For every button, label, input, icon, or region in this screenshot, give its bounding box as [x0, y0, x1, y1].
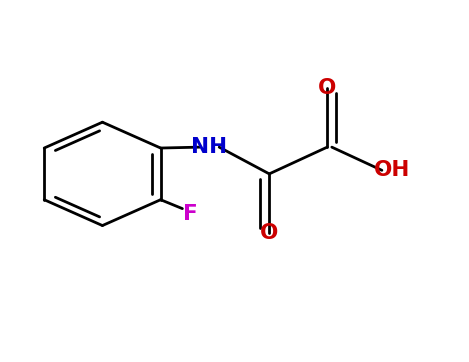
Text: OH: OH	[374, 160, 410, 180]
Text: O: O	[318, 78, 336, 98]
Text: O: O	[260, 223, 279, 243]
Text: F: F	[183, 204, 198, 224]
Text: NH: NH	[191, 137, 227, 157]
